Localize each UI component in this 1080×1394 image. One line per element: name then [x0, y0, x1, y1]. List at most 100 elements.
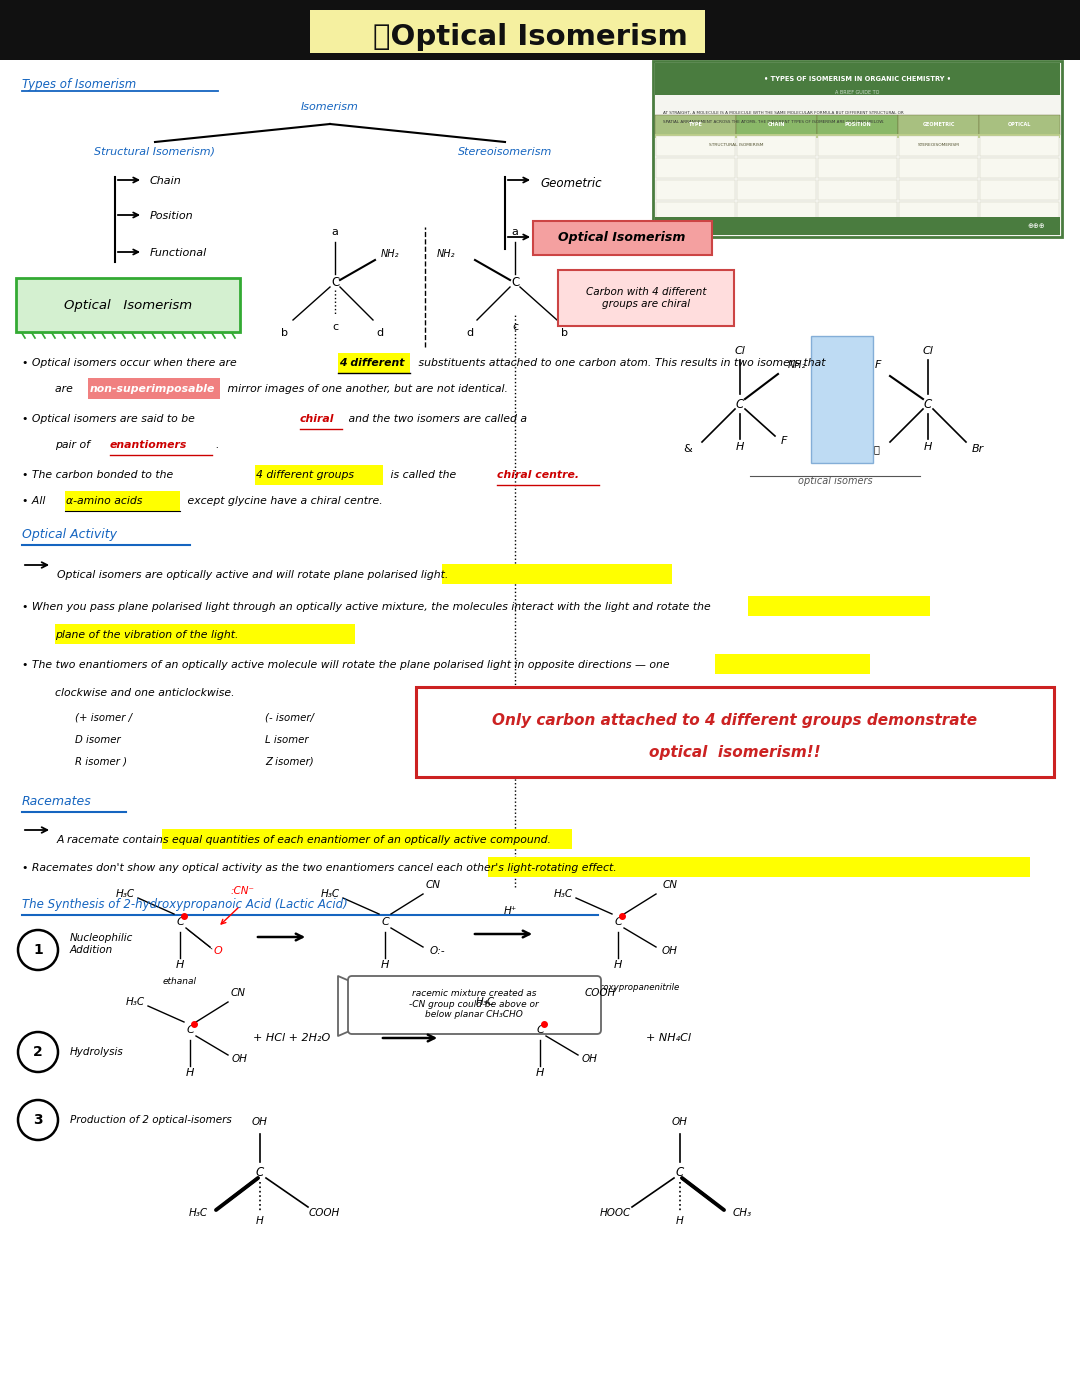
Bar — [818, 202, 897, 222]
Bar — [0, 53, 1080, 60]
Text: Functional: Functional — [150, 248, 207, 258]
Text: H: H — [536, 1068, 544, 1078]
Bar — [899, 180, 978, 199]
Bar — [656, 202, 735, 222]
Text: F: F — [781, 436, 787, 446]
Text: + NH₄Cl: + NH₄Cl — [646, 1033, 690, 1043]
Text: d: d — [467, 328, 473, 337]
Text: Stereoisomerism: Stereoisomerism — [458, 146, 552, 158]
Text: ⌒: ⌒ — [873, 445, 879, 454]
Text: NH₂: NH₂ — [436, 250, 455, 259]
Text: H: H — [735, 442, 744, 452]
Text: H: H — [176, 960, 185, 970]
Text: Racemates: Racemates — [22, 795, 92, 809]
Text: d: d — [377, 328, 383, 337]
Text: A BRIEF GUIDE TO: A BRIEF GUIDE TO — [835, 91, 880, 96]
Text: C: C — [735, 397, 744, 410]
Text: CH₃: CH₃ — [732, 1209, 752, 1218]
Bar — [818, 180, 897, 199]
Text: STRUCTURAL ISOMERISM: STRUCTURAL ISOMERISM — [708, 144, 764, 146]
Text: ethanal: ethanal — [163, 977, 197, 986]
Bar — [816, 134, 1059, 138]
Text: CN: CN — [662, 880, 677, 889]
Text: L isomer: L isomer — [265, 735, 309, 744]
Text: C: C — [176, 917, 184, 927]
Text: OPTICAL: OPTICAL — [1008, 123, 1031, 127]
Text: :CN⁻: :CN⁻ — [230, 887, 254, 896]
Text: GEOMETRIC: GEOMETRIC — [922, 123, 955, 127]
Text: TYPE: TYPE — [689, 123, 702, 127]
Text: Br: Br — [972, 445, 984, 454]
Text: OH: OH — [672, 1117, 688, 1126]
Text: OH: OH — [662, 947, 678, 956]
FancyBboxPatch shape — [748, 597, 930, 616]
Text: Nucleophilic
Addition: Nucleophilic Addition — [70, 933, 133, 955]
Text: CN: CN — [426, 880, 441, 889]
Text: OH: OH — [252, 1117, 268, 1126]
FancyBboxPatch shape — [162, 829, 572, 849]
Text: chiral centre.: chiral centre. — [497, 470, 579, 480]
Text: Optical Isomerism: Optical Isomerism — [558, 231, 686, 244]
Bar — [737, 180, 816, 199]
Text: pair of: pair of — [55, 441, 94, 450]
Text: F: F — [875, 360, 881, 369]
FancyBboxPatch shape — [442, 565, 672, 584]
Text: H: H — [256, 1216, 264, 1225]
Bar — [980, 158, 1059, 178]
Text: Cl: Cl — [734, 346, 745, 355]
Text: α-amino acids: α-amino acids — [66, 496, 143, 506]
Bar — [816, 114, 897, 135]
Text: .: . — [215, 441, 218, 450]
Text: are: are — [55, 383, 77, 395]
Text: &: & — [684, 445, 692, 454]
Bar — [0, 0, 1080, 10]
Bar — [654, 134, 816, 138]
Text: Cl: Cl — [922, 346, 933, 355]
FancyBboxPatch shape — [534, 222, 712, 255]
Text: R isomer ): R isomer ) — [75, 757, 127, 767]
Text: • All: • All — [22, 496, 49, 506]
Text: O:-: O:- — [429, 947, 445, 956]
Text: (+ isomer /: (+ isomer / — [75, 712, 132, 723]
Text: substituents attached to one carbon atom. This results in two isomers that: substituents attached to one carbon atom… — [415, 358, 825, 368]
Text: • Racemates don't show any optical activity as the two enantiomers cancel each o: • Racemates don't show any optical activ… — [22, 863, 617, 873]
Text: OH: OH — [232, 1054, 248, 1064]
FancyBboxPatch shape — [348, 976, 600, 1034]
Bar — [897, 114, 978, 135]
Text: C: C — [923, 397, 932, 410]
Bar — [735, 114, 816, 135]
Text: AT STRAIGHT, A MOLECULE IS A MOLECULE WITH THE SAME MOLECULAR FORMULA BUT DIFFER: AT STRAIGHT, A MOLECULE IS A MOLECULE WI… — [663, 112, 904, 114]
Text: clockwise and one anticlockwise.: clockwise and one anticlockwise. — [55, 689, 234, 698]
Text: 2-hydroxypropanenitrile: 2-hydroxypropanenitrile — [576, 983, 680, 993]
Text: C: C — [330, 276, 339, 289]
Bar — [737, 137, 816, 156]
Text: • Optical isomers occur when there are: • Optical isomers occur when there are — [22, 358, 240, 368]
Bar — [705, 0, 1080, 60]
Text: Optical isomers are optically active and will rotate plane polarised light.: Optical isomers are optically active and… — [57, 570, 448, 580]
Text: The Synthesis of 2-hydroxypropanoic Acid (Lactic Acid): The Synthesis of 2-hydroxypropanoic Acid… — [22, 898, 348, 912]
Bar — [899, 202, 978, 222]
Text: H: H — [923, 442, 932, 452]
Text: • TYPES OF ISOMERISM IN ORGANIC CHEMISTRY •: • TYPES OF ISOMERISM IN ORGANIC CHEMISTR… — [764, 77, 951, 82]
Text: H₃C: H₃C — [188, 1209, 207, 1218]
Text: SPATIAL ARRANGEMENT ACROSS THE ATOMS. THE DIFFERENT TYPES OF ISOMERISM ARE OUTLI: SPATIAL ARRANGEMENT ACROSS THE ATOMS. TH… — [663, 120, 885, 124]
Text: Hydrolysis: Hydrolysis — [70, 1047, 124, 1057]
Text: Chain: Chain — [150, 176, 181, 185]
FancyBboxPatch shape — [416, 687, 1054, 776]
FancyBboxPatch shape — [338, 353, 410, 374]
Text: O: O — [214, 947, 222, 956]
Bar — [818, 137, 897, 156]
Text: D isomer: D isomer — [75, 735, 121, 744]
Text: Position: Position — [150, 210, 193, 222]
Text: c: c — [332, 322, 338, 332]
Text: H₃C: H₃C — [554, 889, 573, 899]
Text: H₃C: H₃C — [321, 889, 340, 899]
Text: NH₂: NH₂ — [788, 360, 807, 369]
Text: b: b — [282, 328, 288, 337]
Bar — [737, 202, 816, 222]
Text: non-superimposable: non-superimposable — [90, 383, 215, 395]
Text: C: C — [536, 1025, 544, 1034]
Text: H⁺: H⁺ — [503, 906, 516, 916]
FancyBboxPatch shape — [715, 654, 870, 675]
Text: • When you pass plane polarised light through an optically active mixture, the m: • When you pass plane polarised light th… — [22, 602, 711, 612]
